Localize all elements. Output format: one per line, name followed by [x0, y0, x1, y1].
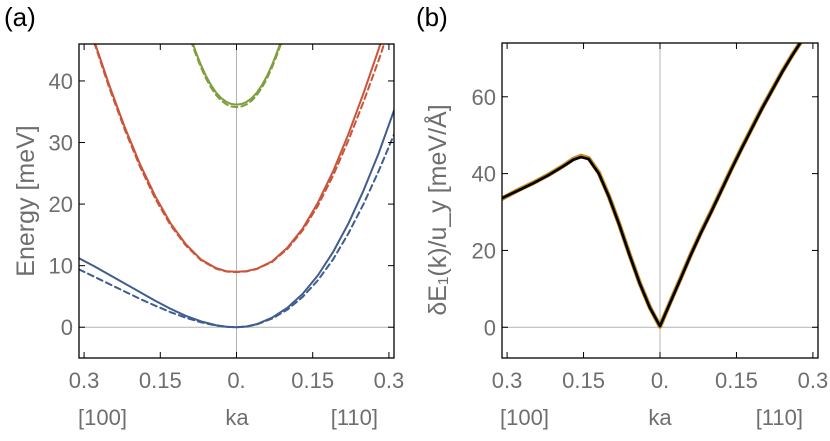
panel-a-ticks: 0.3 0.15 0. 0.15 0.3 0 10 20 30 40 — [49, 44, 405, 393]
panel-b-label: (b) — [416, 2, 448, 32]
panel-b-xtick-label: 0. — [651, 368, 669, 393]
panel-a-ytick-label: 10 — [49, 254, 73, 279]
panel-b-xtick-label: 0.15 — [562, 368, 605, 393]
panel-b-ticks: 0.3 0.15 0. 0.15 0.3 0 20 40 60 — [472, 43, 829, 393]
panel-a-xtick-label: 0.15 — [139, 368, 182, 393]
panel-b-ylabel: δE₁(k)/u_y [meV/Å] — [422, 104, 452, 315]
panel-b-curves — [502, 43, 803, 329]
panel-a-xtick-label: 0. — [227, 368, 245, 393]
panel-b-xlabel: ka — [648, 405, 672, 430]
panel-a-ytick-label: 20 — [49, 192, 73, 217]
panel-b-ytick-label: 40 — [472, 162, 496, 187]
panel-b-ytick-label: 60 — [472, 85, 496, 110]
panel-b-xtick-label: 0.15 — [715, 368, 758, 393]
panel-a-direction-left: [100] — [78, 405, 127, 430]
panel-b: (b) δE₁(k)/u_y [meV/Å] 0.3 0.15 0. 0.15 0.30… — [416, 2, 828, 430]
panel-a: (a) Energy [meV] 0.3 0.15 0. 0.15 0.3 0 10 20 30… — [4, 2, 405, 430]
panel-a-ytick-label: 40 — [49, 69, 73, 94]
panel-a-direction-right: [110] — [331, 405, 378, 430]
panel-a-xtick-label: 0.3 — [374, 368, 405, 393]
panel-b-series-1 — [502, 43, 803, 329]
panel-a-ytick-label: 30 — [49, 131, 73, 156]
panel-a-series-2 — [79, 133, 394, 329]
panel-a-curves — [79, 44, 394, 329]
panel-a-xtick-label: 0.3 — [69, 368, 100, 393]
panel-b-xtick-label: 0.3 — [492, 368, 523, 393]
panel-a-xlabel: ka — [225, 405, 249, 430]
panel-b-ytick-label: 0 — [484, 315, 496, 340]
panel-b-series-2 — [502, 43, 802, 328]
panel-a-ytick-label: 0 — [61, 315, 73, 340]
panel-b-ytick-label: 20 — [472, 238, 496, 263]
panel-b-direction-left: [100] — [500, 405, 549, 430]
panel-b-xtick-label: 0.3 — [798, 368, 829, 393]
panel-a-label: (a) — [4, 2, 36, 32]
panel-a-series-3 — [94, 44, 382, 273]
panel-a-series-6 — [191, 44, 282, 109]
panel-b-direction-right: [110] — [756, 405, 803, 430]
panel-a-series-5 — [191, 44, 282, 106]
panel-a-ylabel: Energy [meV] — [12, 125, 40, 276]
panel-a-xtick-label: 0.15 — [291, 368, 334, 393]
panel-a-series-4 — [93, 44, 386, 274]
